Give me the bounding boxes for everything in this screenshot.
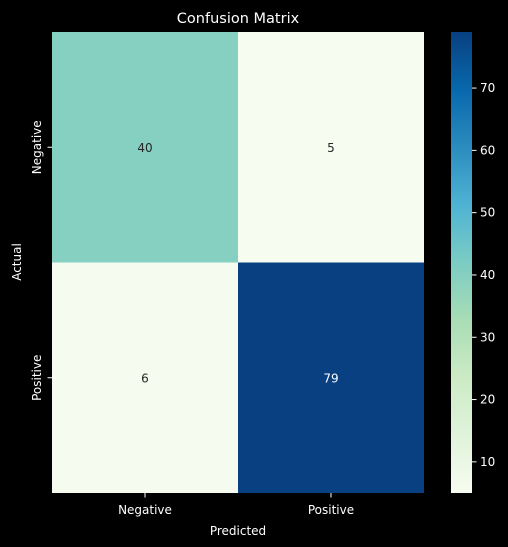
x-axis-label: Predicted bbox=[210, 524, 266, 538]
cell-value-label-1-0: 6 bbox=[141, 371, 149, 385]
colorbar-tick-label: 20 bbox=[480, 393, 495, 407]
colorbar-tick-label: 10 bbox=[480, 455, 495, 469]
y-tick-label: Negative bbox=[30, 120, 44, 174]
heatmap-cells bbox=[52, 32, 424, 493]
cell-value-label-1-1: 79 bbox=[323, 371, 338, 385]
x-axis: Negative Positive bbox=[118, 493, 354, 517]
colorbar-tick-label: 50 bbox=[480, 206, 495, 220]
colorbar-tick-label: 60 bbox=[480, 143, 495, 157]
heatmap-cell-0-0 bbox=[52, 32, 238, 263]
cell-value-label-0-1: 5 bbox=[327, 141, 335, 155]
colorbar-ticks: 10 20 30 40 50 60 70 bbox=[472, 81, 495, 469]
x-tick-label: Positive bbox=[308, 503, 354, 517]
heatmap-cell-0-1 bbox=[238, 32, 424, 263]
y-axis: Negative Positive bbox=[30, 120, 52, 401]
colorbar-tick-label: 30 bbox=[480, 330, 495, 344]
cell-value-labels: 40 5 6 79 bbox=[137, 141, 338, 386]
y-axis-label: Actual bbox=[10, 243, 24, 281]
x-tick-label: Negative bbox=[118, 503, 172, 517]
colorbar-tick-label: 70 bbox=[480, 81, 495, 95]
chart-title: Confusion Matrix bbox=[177, 11, 300, 27]
heatmap-cell-1-1 bbox=[238, 262, 424, 493]
heatmap-cell-1-0 bbox=[52, 262, 238, 493]
colorbar bbox=[451, 32, 472, 493]
colorbar-tick-label: 40 bbox=[480, 268, 495, 282]
y-tick-label: Positive bbox=[30, 355, 44, 401]
cell-value-label-0-0: 40 bbox=[137, 141, 152, 155]
